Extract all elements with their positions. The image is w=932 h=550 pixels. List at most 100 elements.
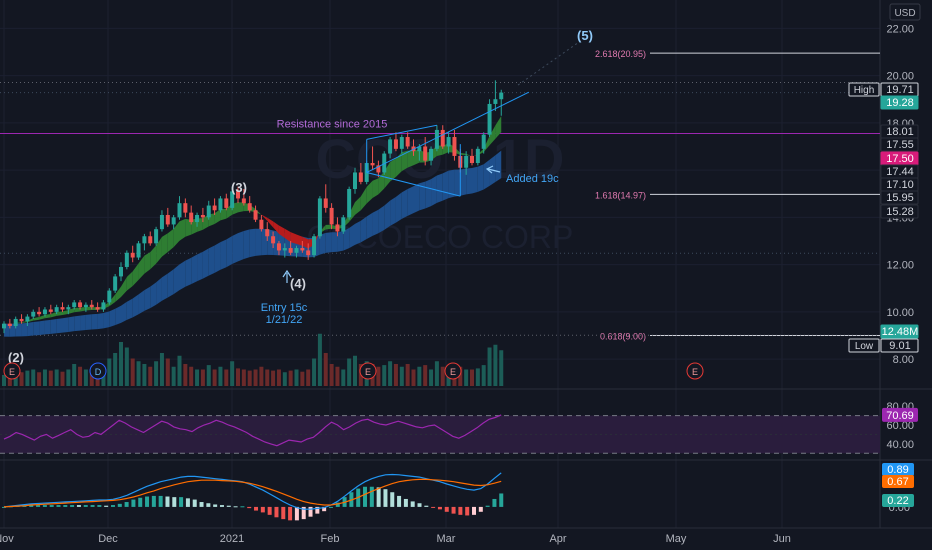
ema-ribbon-short [191, 218, 198, 235]
ema-ribbon-short [138, 255, 145, 280]
macd-histogram-bar [213, 504, 218, 507]
event-marker-label: E [9, 367, 15, 377]
ema-ribbon-blue [144, 286, 151, 311]
ema-ribbon-blue [343, 228, 350, 251]
volume-bar [393, 364, 398, 386]
ema-ribbon-blue [179, 260, 186, 291]
price-badge: 17.55 [880, 137, 919, 152]
ema-ribbon-short [132, 263, 139, 286]
ema-ribbon-short [167, 228, 174, 253]
event-marker-circle[interactable] [444, 362, 462, 380]
volume-bar [107, 358, 112, 386]
time-tick-label: May [666, 533, 687, 545]
candle-body [154, 229, 159, 244]
macd-histogram-bar [288, 506, 293, 521]
ema-ribbon-blue [109, 308, 116, 328]
volume-bar [236, 368, 240, 386]
event-marker-circle[interactable] [89, 362, 107, 380]
ema-ribbon-blue [21, 322, 28, 337]
event-marker-label: E [692, 367, 698, 377]
channel-lower-line[interactable] [366, 171, 461, 197]
price-badge: 15.28 [880, 204, 919, 219]
macd-histogram-bar [49, 505, 54, 507]
rsi-value-badge [882, 407, 918, 422]
ema-ribbon-short [33, 317, 40, 321]
event-marker-circle[interactable] [686, 362, 704, 380]
macd-histogram-bar [240, 506, 245, 508]
ema-ribbon-blue [50, 318, 57, 334]
time-tick-label: Jun [773, 533, 791, 545]
event-marker-label: D [95, 367, 102, 377]
ema-ribbon-blue [466, 168, 472, 195]
macd-histogram-bar [369, 486, 374, 507]
volume-bar [25, 370, 30, 386]
macd-histogram-bar [376, 487, 381, 507]
channel-upper-line[interactable] [366, 91, 530, 173]
ema-ribbon-blue [495, 150, 502, 183]
candle-body [271, 236, 276, 244]
volume-bar [241, 369, 246, 386]
candle-body [95, 307, 100, 310]
volume-bar [218, 366, 223, 386]
candle-body [253, 210, 258, 220]
price-badge-value: 9.01 [889, 340, 910, 352]
ema-ribbon-blue [27, 322, 34, 337]
candle-body [195, 214, 200, 223]
price-badge-value: 15.95 [886, 192, 914, 204]
volume-bar [230, 361, 235, 386]
channel-top-line[interactable] [366, 124, 437, 140]
volume-bar [165, 358, 170, 386]
volume-bar [224, 369, 229, 386]
ema-ribbon-blue [150, 282, 157, 309]
volume-bars [2, 333, 504, 386]
currency-button[interactable] [889, 3, 921, 21]
ema-ribbon-short [185, 218, 192, 237]
candle-body [101, 302, 106, 310]
ema-ribbon-blue [39, 320, 45, 336]
price-badge-value: 19.71 [886, 84, 914, 96]
volume-bar [2, 375, 6, 386]
macd-value-badge [882, 463, 914, 476]
ema-ribbon-blue [238, 230, 244, 262]
macd-histogram-bar [206, 503, 211, 507]
macd-histogram-bar [363, 486, 368, 507]
ema-ribbon-blue [249, 228, 256, 258]
price-badge-value: 17.55 [886, 139, 914, 151]
volume-bar [60, 371, 65, 386]
candle-body [265, 229, 270, 237]
ema-ribbon-short [74, 307, 81, 313]
macd-histogram-bar [138, 497, 143, 507]
candle-body [335, 224, 340, 232]
event-marker-circle[interactable] [359, 362, 377, 380]
volume-bar [130, 358, 135, 386]
candle-body [399, 137, 404, 149]
candle-body [470, 155, 474, 164]
candle-body [171, 217, 176, 225]
price-axis[interactable]: USD22.0020.0018.0016.0014.0012.0010.008.… [848, 3, 921, 366]
channel-drawing[interactable] [366, 37, 586, 197]
volume-bar [423, 365, 428, 386]
macd-histogram-bar [151, 495, 156, 507]
event-marker-circle[interactable] [3, 362, 21, 380]
time-axis[interactable]: Nov Dec 2021 Feb Mar Apr May Jun [0, 533, 791, 545]
time-tick-label: Nov [0, 533, 14, 545]
macd-histogram-bar [397, 495, 402, 507]
macd-histogram-bar [383, 489, 388, 507]
price-badge: 18.01 [880, 124, 919, 139]
volume-bar [83, 369, 88, 386]
ema-ribbon-blue [483, 159, 490, 190]
ema-ribbon-blue [425, 179, 432, 209]
volume-bar [195, 369, 200, 386]
ema-ribbon-blue [378, 205, 385, 234]
candle-body [417, 146, 422, 152]
candle-body [446, 137, 451, 147]
price-badge: 19.28 [880, 95, 919, 110]
macd-histogram-bar [158, 495, 163, 507]
candle-body [200, 214, 205, 218]
ema-ribbon-blue [232, 233, 238, 265]
volume-bar [417, 366, 422, 386]
candle-body [358, 172, 363, 182]
macd-histogram-bar [192, 499, 197, 507]
candle-body [236, 191, 240, 199]
